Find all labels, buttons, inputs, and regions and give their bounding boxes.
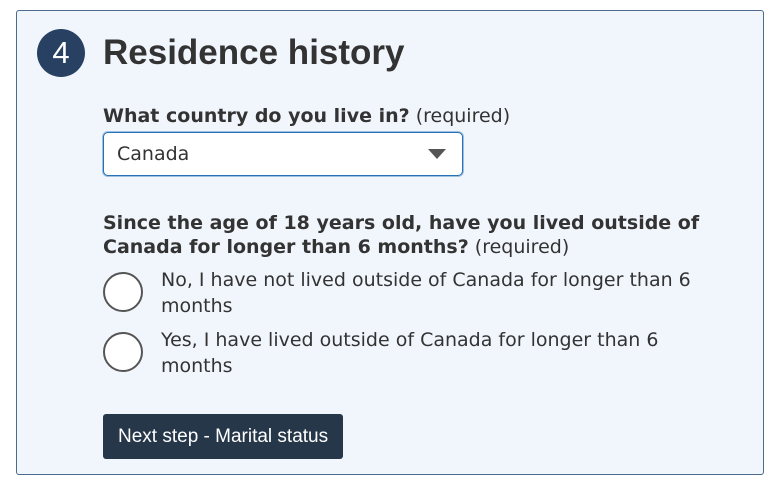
step-number-badge: 4 <box>37 29 85 77</box>
section-title: Residence history <box>103 33 405 72</box>
radio-no-label[interactable]: No, I have not lived outside of Canada f… <box>161 269 691 317</box>
country-question-text: What country do you live in? <box>103 105 410 127</box>
residence-required-text: (required) <box>474 236 570 258</box>
residence-history-panel: 4 Residence history What country do you … <box>16 10 764 475</box>
radio-yes-label[interactable]: Yes, I have lived outside of Canada for … <box>161 329 659 377</box>
country-select[interactable]: Canada <box>103 132 463 176</box>
radio-no-button[interactable] <box>103 272 143 312</box>
country-select-value: Canada <box>117 143 190 165</box>
next-step-button[interactable]: Next step - Marital status <box>103 414 344 459</box>
residence-question-label: Since the age of 18 years old, have you … <box>103 211 703 259</box>
country-required-text: (required) <box>415 105 511 127</box>
radio-yes-button[interactable] <box>103 332 143 372</box>
chevron-down-icon <box>428 149 446 159</box>
residence-question-text: Since the age of 18 years old, have you … <box>103 212 700 258</box>
country-question-label: What country do you live in? (required) <box>103 104 510 128</box>
